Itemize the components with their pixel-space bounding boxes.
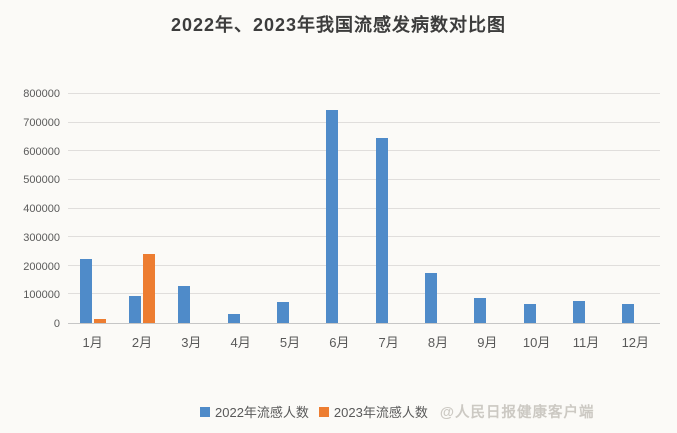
x-axis-tick-label: 7月 (378, 335, 399, 350)
x-axis-tick-label: 12月 (621, 335, 650, 350)
bar-group-1月 (68, 94, 117, 323)
x-axis-tick-label: 6月 (329, 335, 350, 350)
gridline (68, 293, 660, 295)
x-axis-labels: 1月 2月 3月 4月 5月 6月 7月 8月 9月 10月 11月 12月 (68, 332, 660, 350)
bar-group-12月 (611, 94, 660, 323)
bar-8月-2022年流感人数 (424, 272, 437, 323)
watermark: @人民日报健康客户端 (439, 405, 595, 421)
legend: 2022年流感人数 2023年流感人数 @人民日报健康客户端 (200, 401, 594, 422)
bar-group-10月 (512, 94, 561, 323)
gridline (68, 178, 660, 180)
legend-item-2023: 2023年流感人数 (318, 402, 428, 421)
x-axis-tick-label: 3月 (181, 335, 202, 350)
bar-group-8月 (413, 94, 462, 323)
y-axis-tick-label: 300000 (23, 231, 60, 244)
gridline (68, 264, 660, 266)
x-axis-tick-label: 4月 (230, 335, 251, 350)
gridline (68, 93, 660, 94)
bar-3月-2022年流感人数 (178, 285, 191, 323)
bar-10月-2022年流感人数 (523, 304, 536, 323)
x-axis-tick-label: 9月 (477, 335, 498, 350)
bar-group-7月 (364, 94, 413, 323)
y-axis-tick-label: 600000 (23, 145, 60, 158)
bar-7月-2022年流感人数 (375, 138, 388, 323)
plot-area (68, 93, 660, 324)
gridline (68, 121, 660, 123)
bar-group-11月 (561, 94, 610, 323)
x-axis-tick-label: 10月 (522, 335, 551, 350)
x-axis-tick-label: 1月 (82, 335, 103, 350)
bar-group-6月 (315, 94, 364, 323)
x-axis-tick-label: 8月 (427, 335, 449, 350)
y-axis-tick-label: 700000 (23, 116, 60, 129)
y-axis-tick-label: 0 (53, 318, 60, 330)
bar-group-3月 (167, 94, 216, 323)
bar-1月-2023年流感人数 (93, 318, 106, 323)
legend-label-2023: 2023年流感人数 (333, 405, 428, 420)
gridline (68, 207, 660, 209)
x-axis-tick-label: 11月 (572, 335, 600, 350)
bar-12月-2022年流感人数 (622, 304, 635, 323)
bar-group-9月 (463, 94, 512, 323)
x-axis-tick-label: 2月 (131, 335, 153, 350)
bar-11月-2022年流感人数 (572, 300, 585, 323)
legend-label-2022: 2022年流感人数 (215, 405, 309, 420)
bar-group-5月 (265, 94, 314, 323)
chart-title: 2022年、2023年我国流感发病数对比图 (170, 15, 507, 35)
y-axis-tick-label: 500000 (23, 174, 60, 187)
bar-1月-2022年流感人数 (79, 258, 92, 323)
y-axis-labels: 0 100000 200000 300000 400000 500000 600000 700… (0, 88, 60, 330)
bar-2月-2023年流感人数 (142, 254, 155, 323)
y-axis-tick-label: 800000 (23, 88, 60, 100)
bar-9月-2022年流感人数 (474, 297, 487, 323)
legend-swatch-2022-icon (200, 406, 210, 417)
legend-item-2022: 2022年流感人数 (200, 402, 309, 421)
bar-5月-2022年流感人数 (276, 301, 289, 323)
gridline (68, 150, 660, 152)
bar-4月-2022年流感人数 (227, 313, 240, 323)
x-axis-tick-label: 5月 (279, 335, 301, 350)
y-axis-tick-label: 200000 (23, 260, 60, 273)
y-axis-tick-label: 400000 (23, 203, 60, 215)
bar-group-4月 (216, 94, 265, 323)
bar-6月-2022年流感人数 (326, 109, 339, 323)
gridline (68, 236, 660, 238)
legend-swatch-2023-icon (318, 406, 329, 417)
bar-2月-2022年流感人数 (128, 295, 141, 323)
y-axis-tick-label: 100000 (23, 289, 60, 302)
bar-group-2月 (117, 94, 166, 323)
